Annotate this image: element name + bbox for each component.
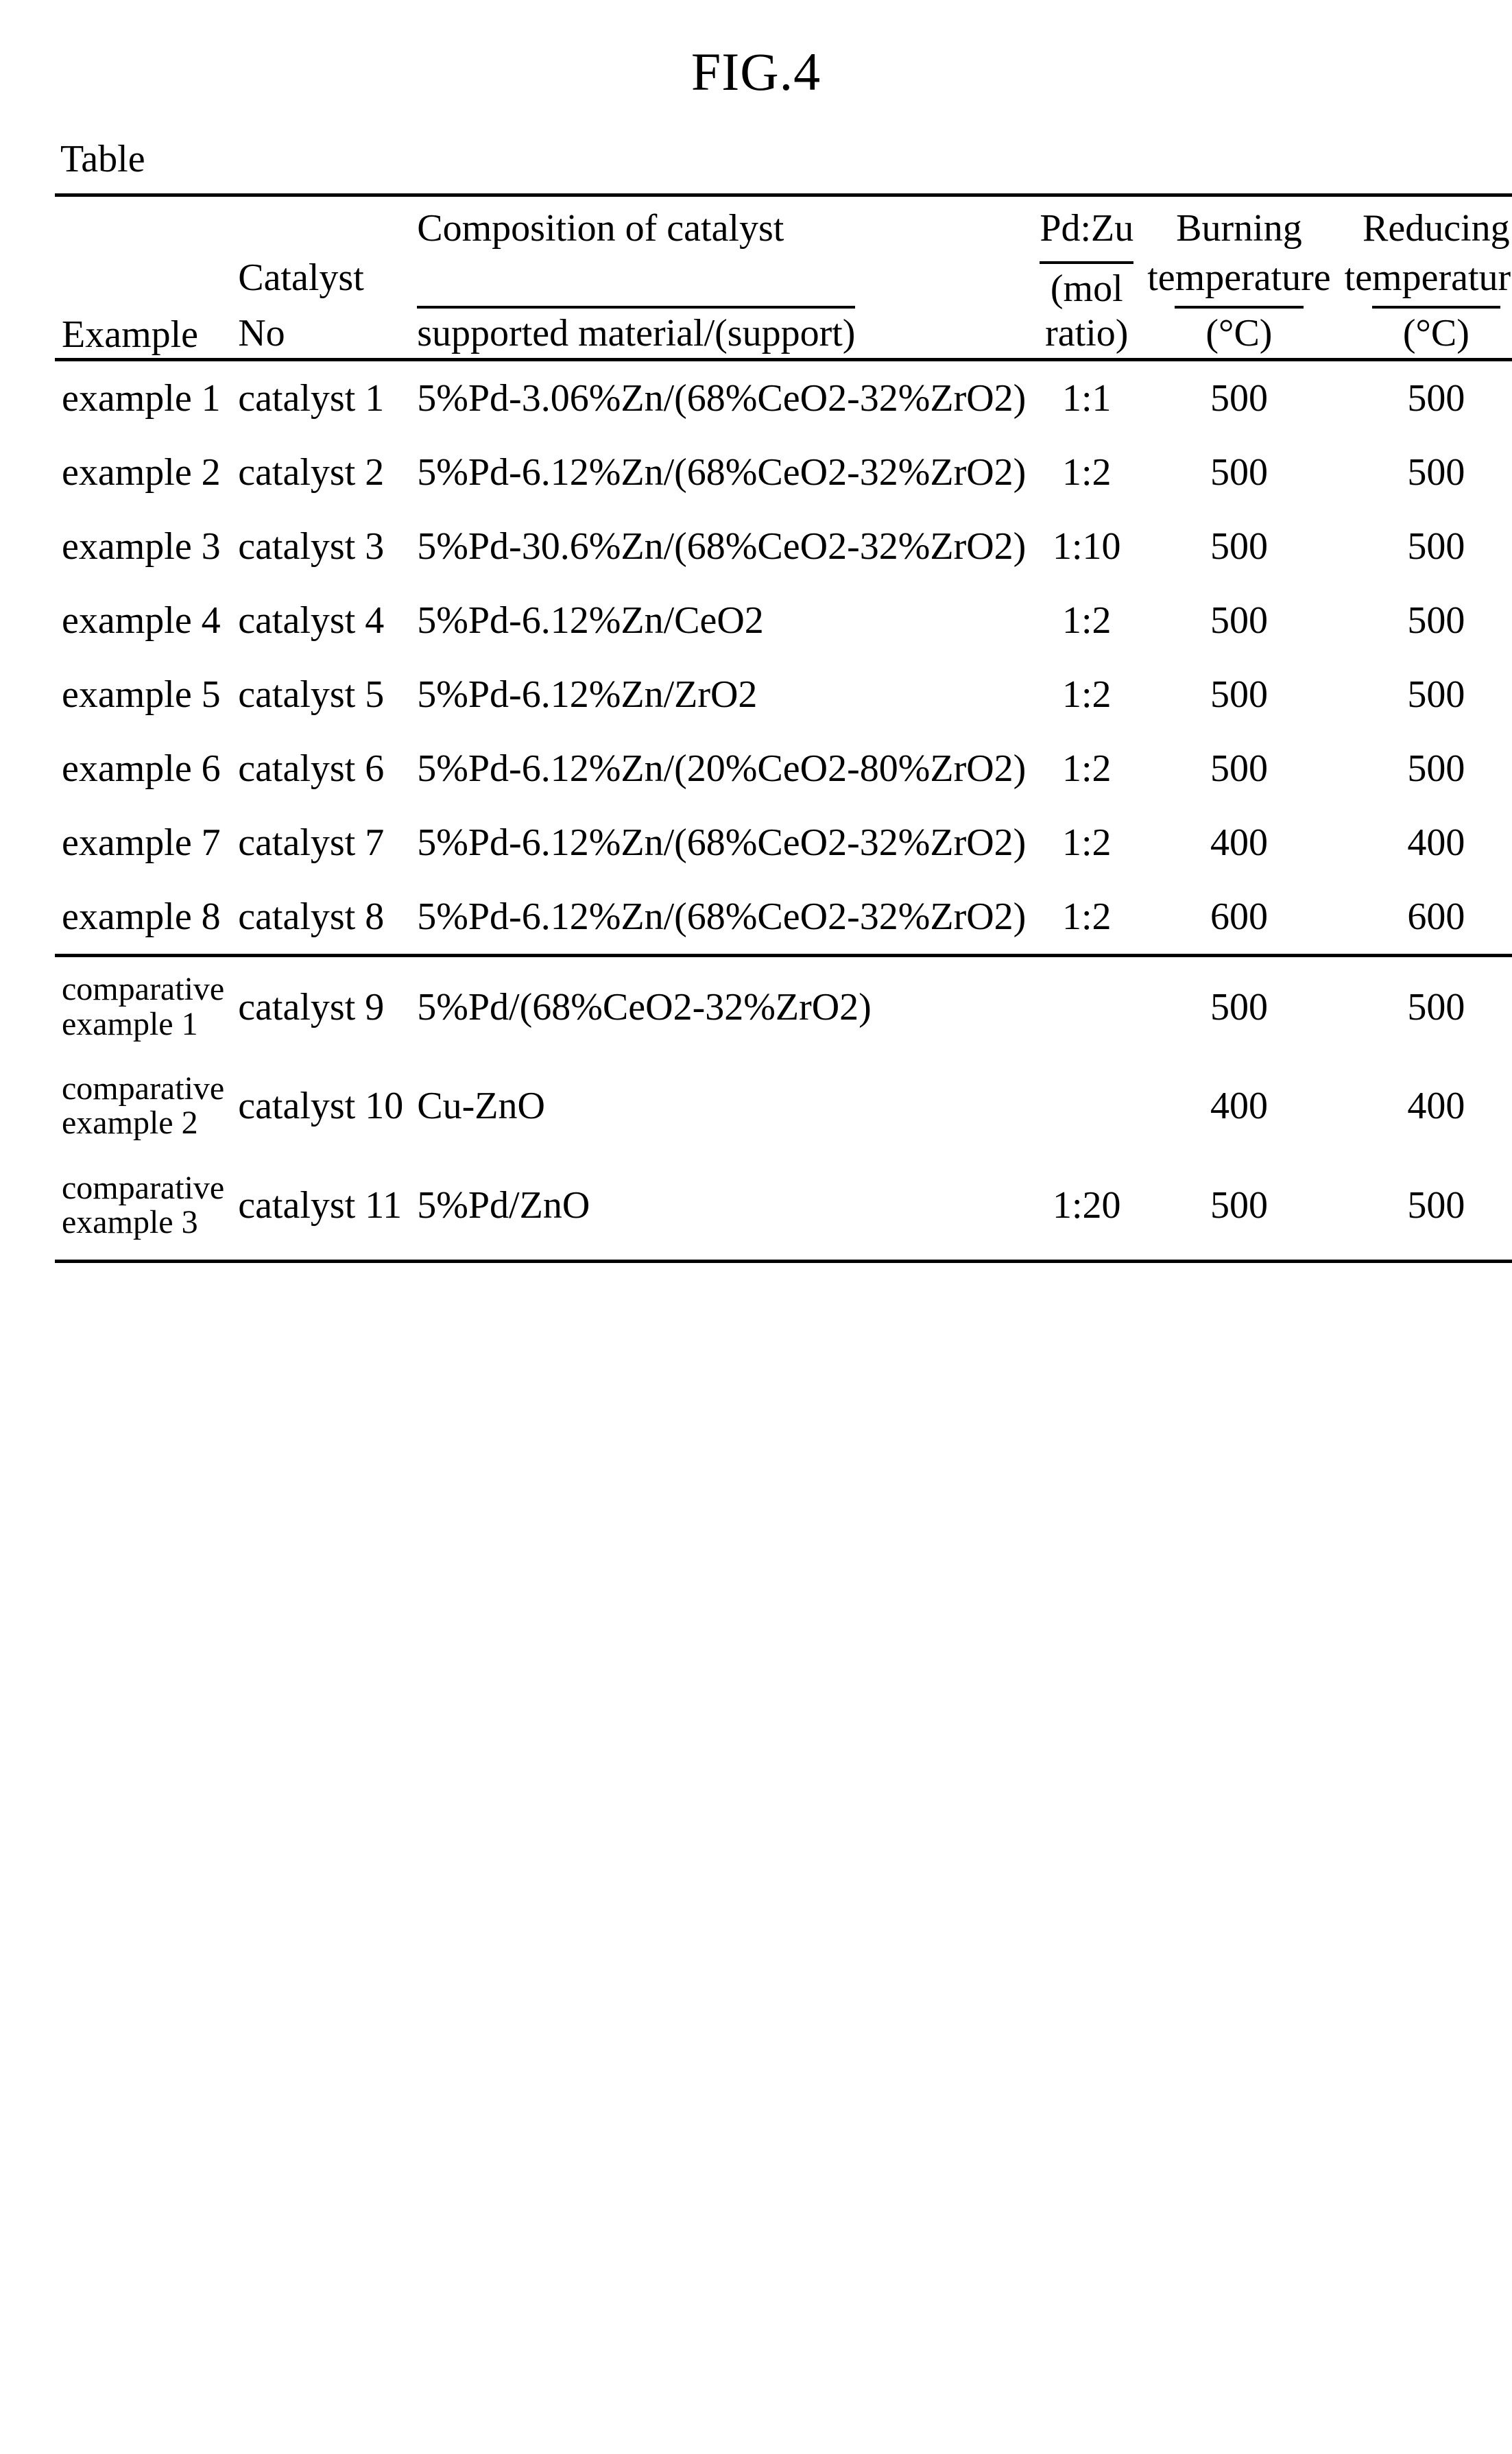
cell-burn: 600 [1140,880,1337,956]
cell-composition: 5%Pd/ZnO [410,1156,1033,1261]
cell-reduce: 500 [1338,732,1512,806]
data-table: Example Catalyst Composition of catalyst… [55,193,1512,1263]
table-row: example 3catalyst 35%Pd-30.6%Zn/(68%CeO2… [55,509,1512,584]
cell-catalyst: catalyst 4 [231,584,410,658]
table-row: example 5catalyst 55%Pd-6.12%Zn/ZrO21:25… [55,658,1512,732]
header-burning-l1: Burning [1140,195,1337,254]
cell-ratio: 1:10 [1033,509,1140,584]
table-row: comparativeexample 3catalyst 115%Pd/ZnO1… [55,1156,1512,1261]
cell-ratio: 1:2 [1033,435,1140,509]
cell-burn: 400 [1140,806,1337,880]
cell-reduce: 500 [1338,1156,1512,1261]
table-row: example 8catalyst 85%Pd-6.12%Zn/(68%CeO2… [55,880,1512,956]
header-example: Example [55,195,231,359]
cell-ratio: 1:2 [1033,658,1140,732]
cell-reduce: 500 [1338,360,1512,436]
cell-example: example 2 [55,435,231,509]
cell-composition: Cu-ZnO [410,1057,1033,1156]
cell-composition: 5%Pd-6.12%Zn/(20%CeO2-80%ZrO2) [410,732,1033,806]
cell-ratio: 1:2 [1033,584,1140,658]
header-ratio-l1: Pd:Zu [1033,195,1140,254]
cell-composition: 5%Pd-30.6%Zn/(68%CeO2-32%ZrO2) [410,509,1033,584]
cell-composition: 5%Pd-6.12%Zn/(68%CeO2-32%ZrO2) [410,880,1033,956]
table-row: example 2catalyst 25%Pd-6.12%Zn/(68%CeO2… [55,435,1512,509]
cell-ratio [1033,1057,1140,1156]
table-row: comparativeexample 1catalyst 95%Pd/(68%C… [55,956,1512,1057]
cell-burn: 500 [1140,658,1337,732]
cell-example: example 3 [55,509,231,584]
table-header: Example Catalyst Composition of catalyst… [55,195,1512,360]
cell-ratio: 1:20 [1033,1156,1140,1261]
cell-example: example 1 [55,360,231,436]
cell-catalyst: catalyst 8 [231,880,410,956]
cell-example: comparativeexample 1 [55,956,231,1057]
cell-reduce: 500 [1338,509,1512,584]
cell-burn: 500 [1140,956,1337,1057]
header-burning-unit: (°C) [1140,303,1337,358]
cell-example: example 8 [55,880,231,956]
header-catalyst-l1: Catalyst [231,195,410,303]
cell-catalyst: catalyst 2 [231,435,410,509]
header-reducing-l2: temperature [1338,253,1512,302]
cell-catalyst: catalyst 9 [231,956,410,1057]
cell-ratio: 1:2 [1033,806,1140,880]
cell-composition: 5%Pd-6.12%Zn/(68%CeO2-32%ZrO2) [410,806,1033,880]
cell-reduce: 400 [1338,806,1512,880]
cell-composition: 5%Pd/(68%CeO2-32%ZrO2) [410,956,1033,1057]
cell-reduce: 500 [1338,584,1512,658]
cell-catalyst: catalyst 1 [231,360,410,436]
cell-ratio: 1:1 [1033,360,1140,436]
header-composition-l1: Composition of catalyst [410,195,1033,254]
header-ratio-l2: (mol ratio) [1033,253,1140,358]
cell-burn: 500 [1140,1156,1337,1261]
cell-burn: 500 [1140,732,1337,806]
cell-example: example 6 [55,732,231,806]
table-row: comparativeexample 2catalyst 10Cu-ZnO 400… [55,1057,1512,1156]
header-composition-l2: supported material/(support) [410,253,1033,358]
cell-ratio: 1:2 [1033,732,1140,806]
cell-catalyst: catalyst 3 [231,509,410,584]
cell-reduce: 500 [1338,435,1512,509]
cell-composition: 5%Pd-3.06%Zn/(68%CeO2-32%ZrO2) [410,360,1033,436]
cell-ratio: 1:2 [1033,880,1140,956]
header-reducing-l1: Reducing [1338,195,1512,254]
cell-reduce: 500 [1338,658,1512,732]
table-row: example 6catalyst 65%Pd-6.12%Zn/(20%CeO2… [55,732,1512,806]
cell-reduce: 500 [1338,956,1512,1057]
cell-burn: 500 [1140,584,1337,658]
cell-composition: 5%Pd-6.12%Zn/ZrO2 [410,658,1033,732]
cell-burn: 400 [1140,1057,1337,1156]
cell-reduce: 400 [1338,1057,1512,1156]
cell-catalyst: catalyst 7 [231,806,410,880]
table-label: Table [60,137,1457,181]
cell-catalyst: catalyst 6 [231,732,410,806]
table-row: example 4catalyst 45%Pd-6.12%Zn/CeO21:25… [55,584,1512,658]
cell-example: example 4 [55,584,231,658]
figure-title: FIG.4 [55,41,1457,103]
cell-catalyst: catalyst 11 [231,1156,410,1261]
cell-example: example 7 [55,806,231,880]
header-reducing-unit: (°C) [1338,303,1512,358]
cell-example: example 5 [55,658,231,732]
table-body: example 1catalyst 15%Pd-3.06%Zn/(68%CeO2… [55,360,1512,1261]
table-row: example 7catalyst 75%Pd-6.12%Zn/(68%CeO2… [55,806,1512,880]
cell-catalyst: catalyst 5 [231,658,410,732]
table-row: example 1catalyst 15%Pd-3.06%Zn/(68%CeO2… [55,360,1512,436]
cell-ratio [1033,956,1140,1057]
cell-example: comparativeexample 2 [55,1057,231,1156]
cell-composition: 5%Pd-6.12%Zn/CeO2 [410,584,1033,658]
cell-reduce: 600 [1338,880,1512,956]
cell-example: comparativeexample 3 [55,1156,231,1261]
cell-burn: 500 [1140,509,1337,584]
cell-composition: 5%Pd-6.12%Zn/(68%CeO2-32%ZrO2) [410,435,1033,509]
cell-catalyst: catalyst 10 [231,1057,410,1156]
header-burning-l2: temperature [1140,253,1337,302]
header-catalyst-l2: No [231,303,410,358]
cell-burn: 500 [1140,360,1337,436]
cell-burn: 500 [1140,435,1337,509]
